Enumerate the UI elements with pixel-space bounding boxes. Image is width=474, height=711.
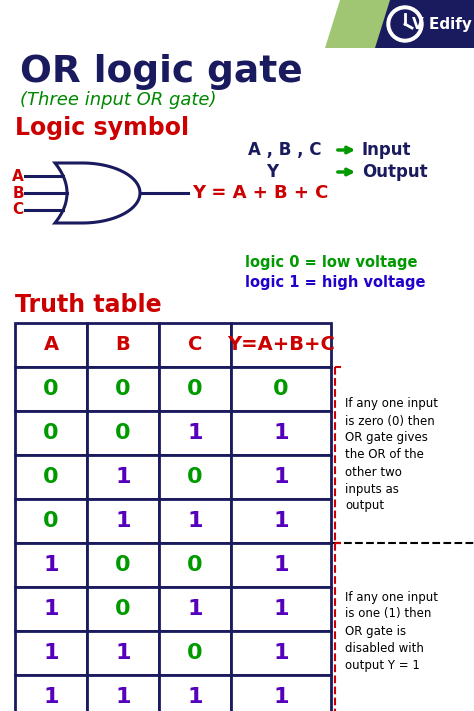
Bar [159,587,231,631]
Bar [15,499,87,543]
Text: B: B [116,336,130,355]
Text: 0: 0 [187,555,203,575]
Text: 0: 0 [43,423,59,443]
Circle shape [391,10,419,38]
Bar [87,543,159,587]
Bar [159,411,231,455]
Text: (Three input OR gate): (Three input OR gate) [20,91,217,109]
Bar [159,631,231,675]
Bar [159,675,231,711]
Text: 0: 0 [273,379,289,399]
Bar [15,367,87,411]
Text: 0: 0 [43,467,59,487]
Text: 1: 1 [273,511,289,531]
Bar [231,455,331,499]
Bar [159,543,231,587]
Text: 1: 1 [43,643,59,663]
Text: 1: 1 [115,643,131,663]
Text: Y = A + B + C: Y = A + B + C [192,184,328,202]
Text: 0: 0 [43,379,59,399]
Text: 1: 1 [43,599,59,619]
Bar [87,587,159,631]
Bar [15,411,87,455]
Text: 0: 0 [187,379,203,399]
Text: A , B , C: A , B , C [248,141,321,159]
Text: OR logic gate: OR logic gate [20,54,303,90]
Bar [87,411,159,455]
Bar [87,631,159,675]
Text: A: A [12,169,24,183]
Text: 1: 1 [273,687,289,707]
Text: 0: 0 [115,555,131,575]
Text: 1: 1 [273,555,289,575]
Bar [159,367,231,411]
Text: 1: 1 [187,687,203,707]
Bar [15,631,87,675]
Bar [15,543,87,587]
Text: 0: 0 [187,643,203,663]
Text: A: A [44,336,59,355]
Text: Logic symbol: Logic symbol [15,116,189,140]
Text: Truth table: Truth table [15,293,162,317]
Bar [231,367,331,411]
Text: Y: Y [266,163,278,181]
Text: Y=A+B+C: Y=A+B+C [227,336,335,355]
Text: 0: 0 [115,423,131,443]
Text: B: B [12,186,24,201]
Circle shape [387,6,423,42]
Text: 0: 0 [115,599,131,619]
Text: C: C [188,336,202,355]
Bar [159,499,231,543]
Bar [231,543,331,587]
Bar [87,455,159,499]
Text: logic 0 = low voltage: logic 0 = low voltage [245,255,418,269]
Text: 1: 1 [43,687,59,707]
Bar [231,411,331,455]
Text: 0: 0 [43,511,59,531]
Bar [87,367,159,411]
Bar [15,323,87,367]
Text: If any one input
is zero (0) then
OR gate gives
the OR of the
other two
inputs a: If any one input is zero (0) then OR gat… [345,397,438,513]
Polygon shape [325,0,474,48]
Bar [231,675,331,711]
Bar [87,675,159,711]
Polygon shape [375,0,474,48]
Text: 1: 1 [273,643,289,663]
Text: Output: Output [362,163,428,181]
Bar [231,587,331,631]
Bar [15,675,87,711]
Bar [87,323,159,367]
Text: 0: 0 [187,467,203,487]
Text: V Edify: V Edify [412,16,472,31]
Text: 1: 1 [273,423,289,443]
Text: Input: Input [362,141,411,159]
Bar [87,499,159,543]
Text: 1: 1 [187,511,203,531]
Bar [231,499,331,543]
Text: 1: 1 [43,555,59,575]
Bar [231,323,331,367]
Text: 1: 1 [115,467,131,487]
Text: 1: 1 [115,687,131,707]
Bar [159,455,231,499]
Bar [15,587,87,631]
Polygon shape [55,163,140,223]
Bar [15,455,87,499]
Text: 1: 1 [187,599,203,619]
Text: C: C [12,203,24,218]
Text: 0: 0 [115,379,131,399]
Text: 1: 1 [187,423,203,443]
Text: If any one input
is one (1) then
OR gate is
disabled with
output Y = 1: If any one input is one (1) then OR gate… [345,591,438,671]
Bar [231,631,331,675]
Text: 1: 1 [115,511,131,531]
Text: logic 1 = high voltage: logic 1 = high voltage [245,274,426,289]
Text: 1: 1 [273,599,289,619]
Text: 1: 1 [273,467,289,487]
Bar [159,323,231,367]
